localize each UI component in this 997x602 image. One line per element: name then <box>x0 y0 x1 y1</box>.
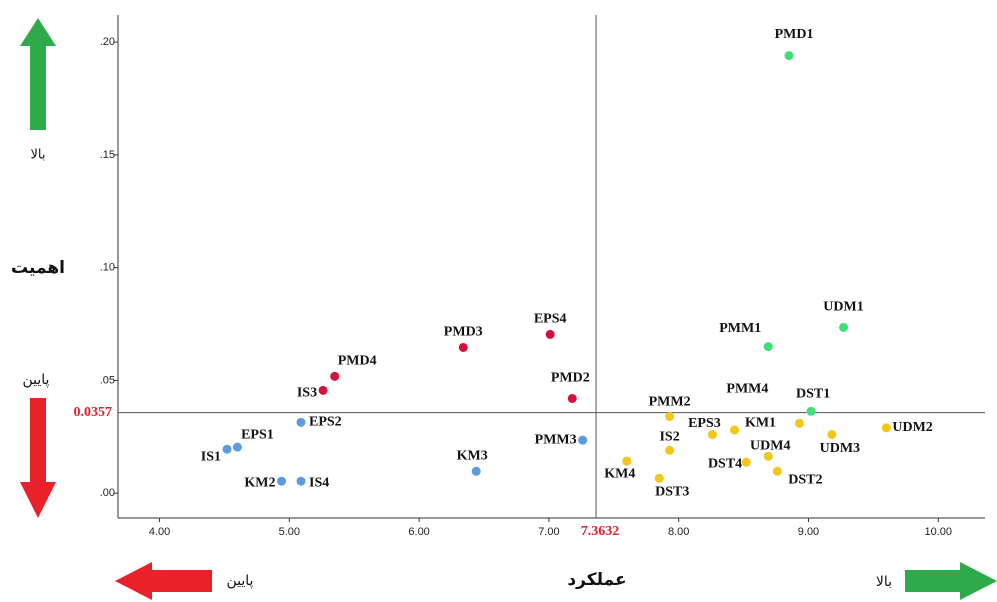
point <box>772 466 782 476</box>
point <box>741 457 751 467</box>
point <box>458 342 468 352</box>
down-arrow <box>20 398 56 518</box>
point <box>330 371 340 381</box>
point-label: UDM1 <box>823 300 863 315</box>
point-label: IS3 <box>297 386 317 401</box>
point <box>318 385 328 395</box>
x-tick-label: 7.00 <box>538 526 559 538</box>
y-tick-label: .10 <box>100 262 115 274</box>
point <box>827 430 837 440</box>
point-label: KM3 <box>457 449 488 464</box>
point <box>794 418 804 428</box>
point-label: EPS4 <box>534 312 567 327</box>
point-label: PMM2 <box>649 395 691 410</box>
x-tick-label: 9.00 <box>798 526 819 538</box>
y-tick-label: .20 <box>100 36 115 48</box>
point <box>296 417 306 427</box>
point-label: PMM4 <box>726 381 768 396</box>
point <box>277 476 287 486</box>
right-arrow <box>905 562 997 600</box>
point-label: KM4 <box>604 466 635 481</box>
point-label: IS1 <box>201 449 221 464</box>
point-label: DST4 <box>708 457 742 472</box>
point-label: IS4 <box>309 475 329 490</box>
x-axis-label: عملکرد <box>567 570 626 590</box>
up-arrow <box>20 18 56 130</box>
point <box>222 444 232 454</box>
point-label: IS2 <box>659 430 679 445</box>
point-label: DST3 <box>655 485 689 500</box>
point <box>665 445 675 455</box>
point-label: PMD3 <box>444 325 483 340</box>
point <box>806 406 816 416</box>
left-arrow <box>115 562 212 600</box>
point <box>839 322 849 332</box>
point <box>654 473 664 483</box>
point <box>881 423 891 433</box>
ref-y-label: 0.0357 <box>74 405 113 420</box>
point-label: UDM3 <box>820 441 860 456</box>
point-label: EPS2 <box>309 415 342 430</box>
point <box>763 342 773 352</box>
point-label: UDM2 <box>892 420 932 435</box>
point-label: PMD2 <box>551 371 590 386</box>
point-label: PMD4 <box>338 354 377 369</box>
y-tick-label: .00 <box>100 487 115 499</box>
point <box>763 451 773 461</box>
x-low-label: پایین <box>227 573 254 589</box>
point <box>578 435 588 445</box>
point <box>665 411 675 421</box>
y-tick-label: .05 <box>100 374 115 386</box>
point <box>545 329 555 339</box>
x-tick-label: 8.00 <box>668 526 689 538</box>
point <box>471 466 481 476</box>
x-tick-label: 4.00 <box>149 526 170 538</box>
point <box>784 51 794 61</box>
point-label: DST1 <box>796 387 830 402</box>
point-label: DST2 <box>788 473 822 488</box>
y-tick-label: .15 <box>100 149 115 161</box>
point-label: EPS3 <box>688 416 721 431</box>
y-low-label: پایین <box>23 372 50 388</box>
x-tick-label: 5.00 <box>279 526 300 538</box>
x-tick-label: 10.00 <box>925 526 953 538</box>
point <box>622 456 632 466</box>
point <box>567 393 577 403</box>
y-high-label: بالا <box>31 148 46 163</box>
point-label: PMM1 <box>719 321 761 336</box>
y-axis-label: اهمیت <box>11 258 65 278</box>
point <box>296 476 306 486</box>
point-label: KM2 <box>244 475 275 490</box>
point-label: PMD1 <box>775 27 814 42</box>
point <box>707 430 717 440</box>
point <box>232 442 242 452</box>
ref-x-label: 7.3632 <box>581 524 620 539</box>
point-label: EPS1 <box>241 427 274 442</box>
x-tick-label: 6.00 <box>408 526 429 538</box>
point-label: KM1 <box>745 415 776 430</box>
point-label: UDM4 <box>750 438 790 453</box>
point <box>730 425 740 435</box>
point-label: PMM3 <box>535 432 577 447</box>
x-high-label: بالا <box>876 574 892 590</box>
